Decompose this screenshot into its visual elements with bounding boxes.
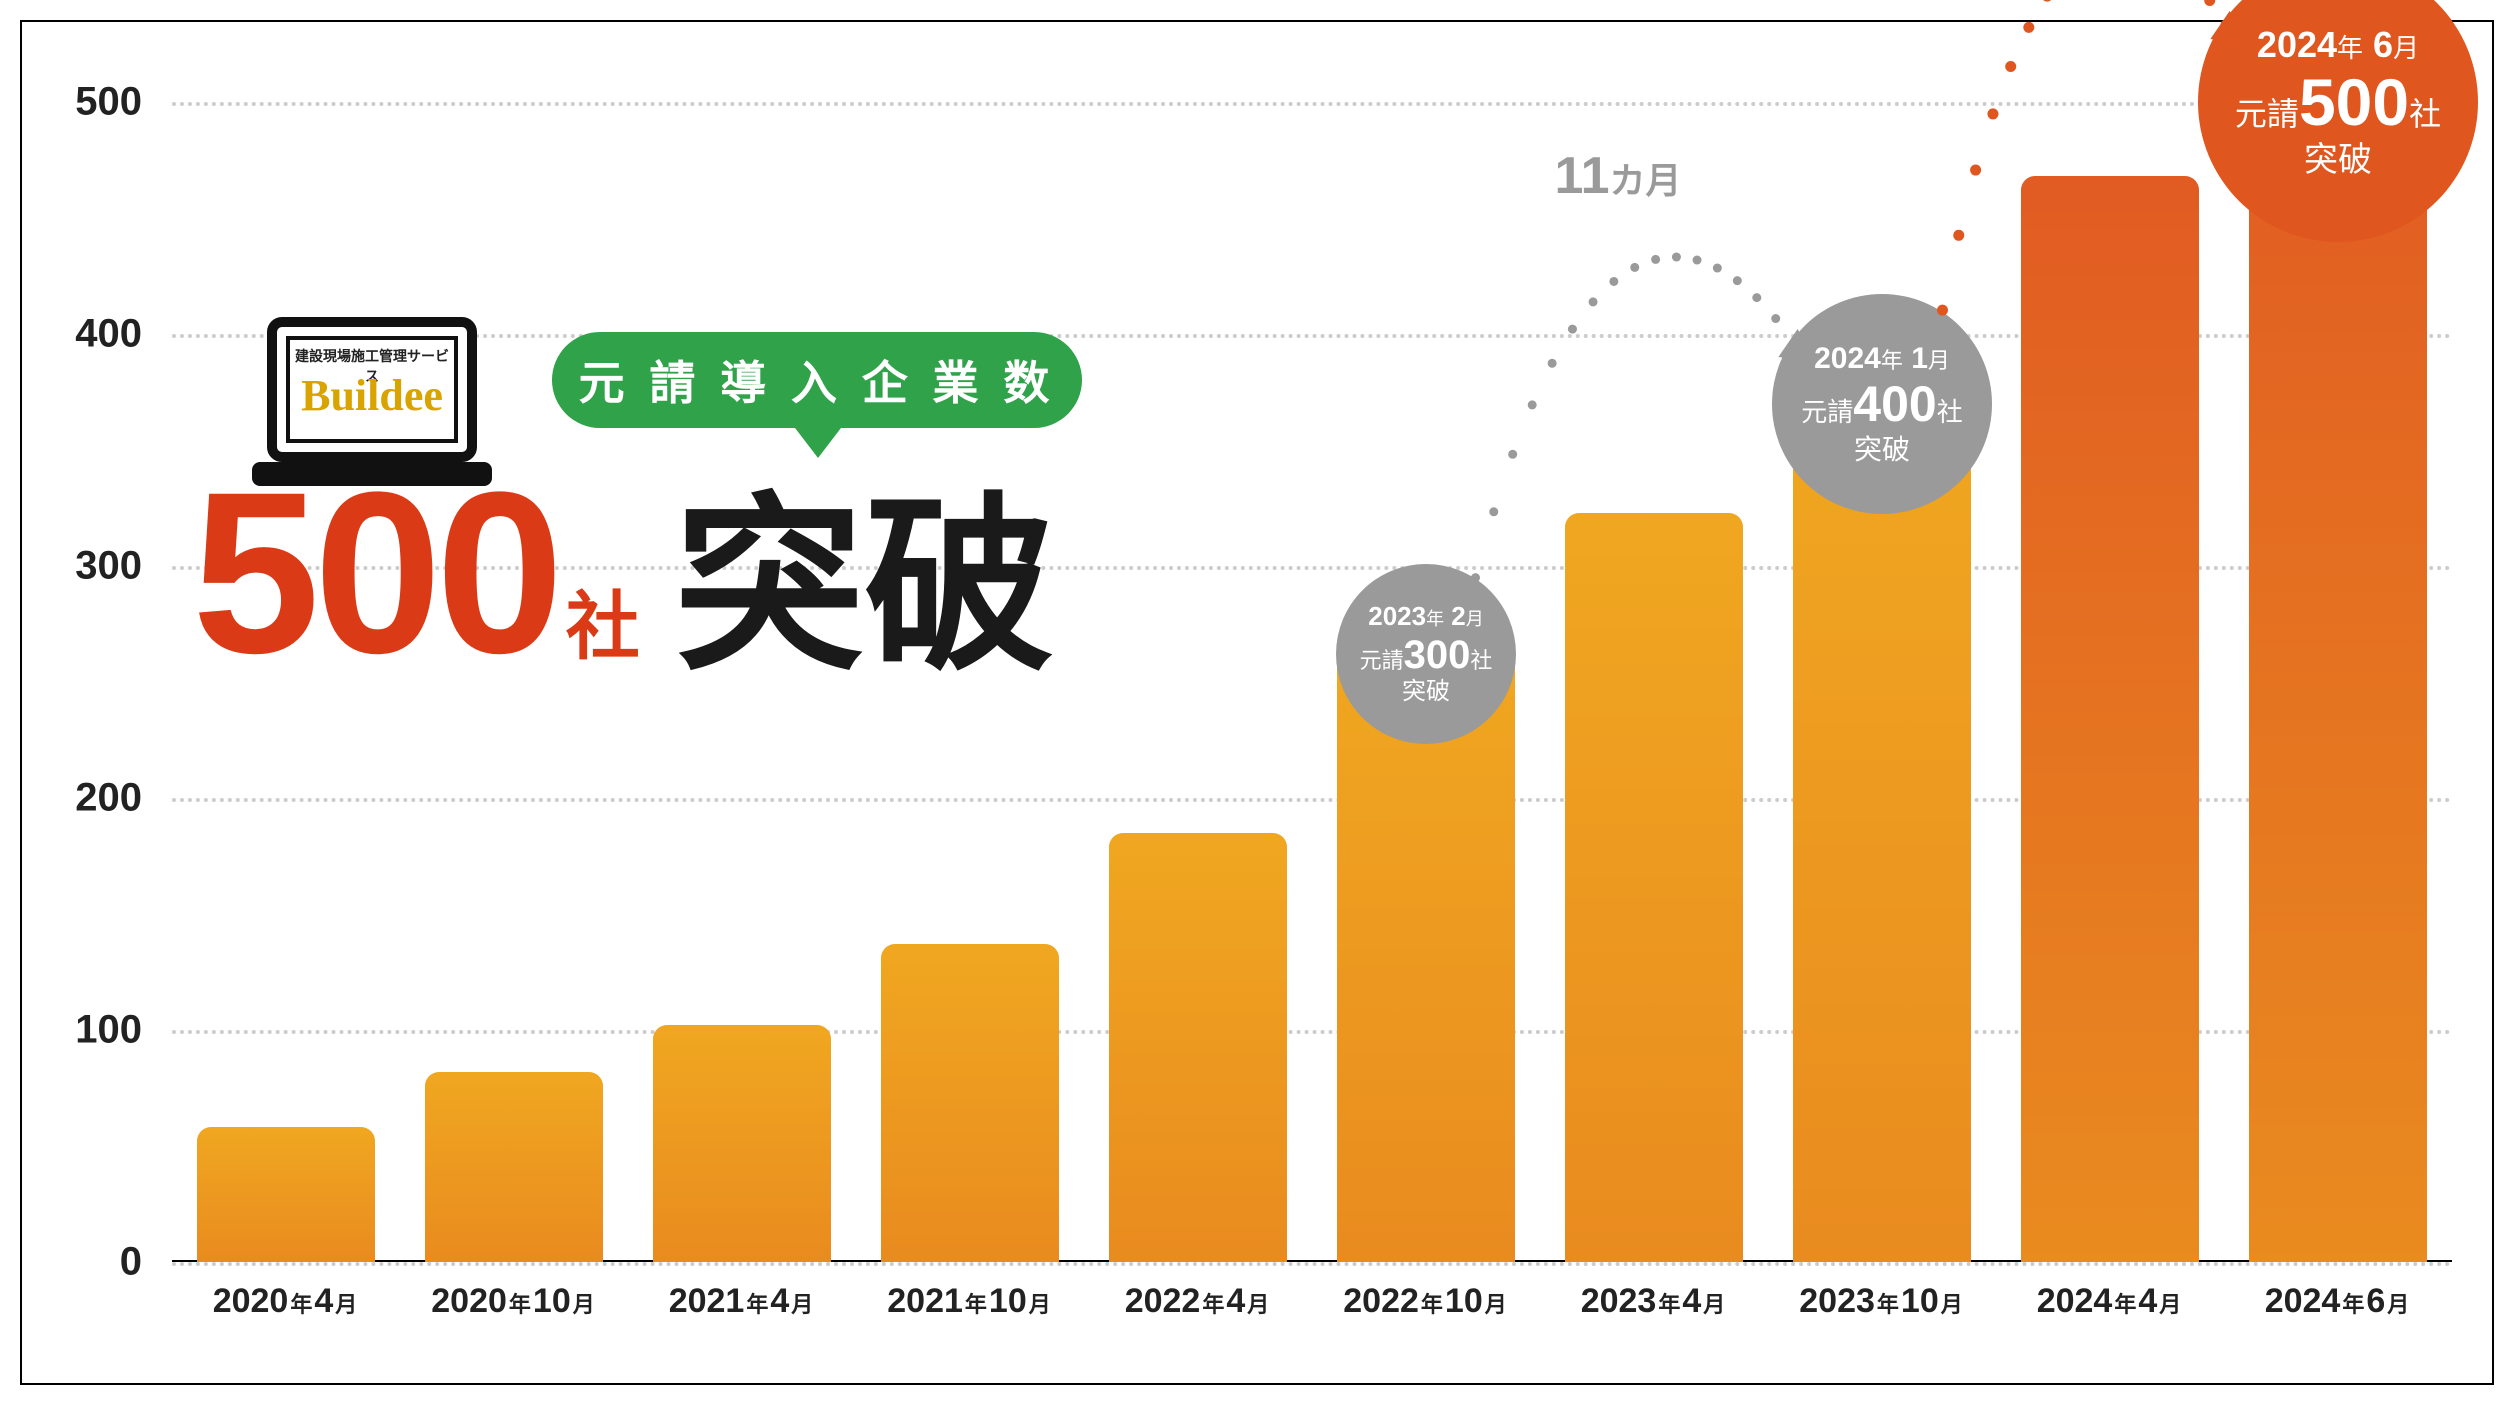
chart-frame: 01002003004005002020年4月2020年10月2021年4月20…	[20, 20, 2494, 1385]
arc-dotted	[22, 22, 2496, 1387]
